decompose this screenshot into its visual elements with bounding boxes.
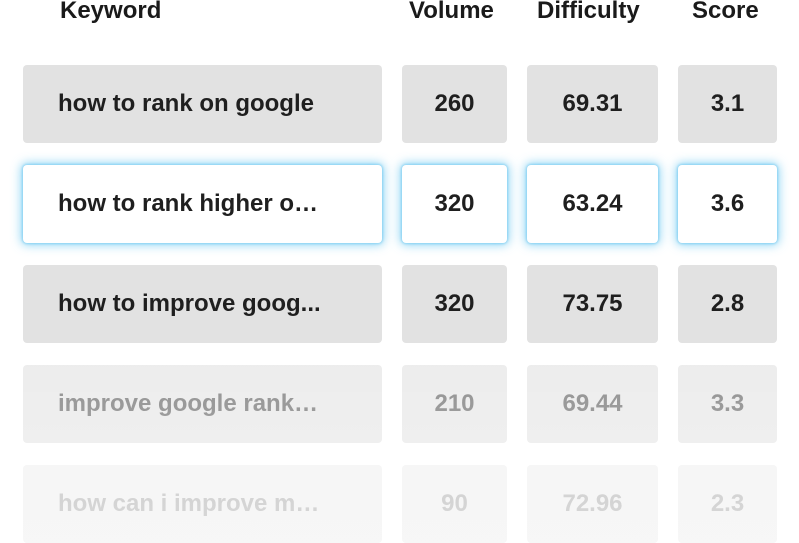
score-cell[interactable]: 2.3 — [678, 465, 777, 543]
difficulty-cell[interactable]: 73.75 — [527, 265, 658, 343]
volume-cell[interactable]: 90 — [402, 465, 507, 543]
volume-cell[interactable]: 260 — [402, 65, 507, 143]
keyword-cell[interactable]: improve google rank… — [23, 365, 382, 443]
table-row[interactable]: how to improve goog... 320 73.75 2.8 — [0, 265, 799, 343]
table-header: Keyword Volume Difficulty Score — [0, 0, 799, 30]
difficulty-cell[interactable]: 63.24 — [527, 165, 658, 243]
table-row[interactable]: improve google rank… 210 69.44 3.3 — [0, 365, 799, 443]
column-header-volume[interactable]: Volume — [409, 0, 494, 24]
volume-cell[interactable]: 320 — [402, 265, 507, 343]
keyword-cell[interactable]: how can i improve m… — [23, 465, 382, 543]
column-header-difficulty[interactable]: Difficulty — [537, 0, 640, 24]
table-row[interactable]: how to rank on google 260 69.31 3.1 — [0, 65, 799, 143]
score-cell[interactable]: 3.6 — [678, 165, 777, 243]
keyword-cell[interactable]: how to rank higher o… — [23, 165, 382, 243]
table-row[interactable]: how can i improve m… 90 72.96 2.3 — [0, 465, 799, 543]
keyword-cell[interactable]: how to rank on google — [23, 65, 382, 143]
volume-cell[interactable]: 210 — [402, 365, 507, 443]
keyword-cell[interactable]: how to improve goog... — [23, 265, 382, 343]
table-row-selected[interactable]: how to rank higher o… 320 63.24 3.6 — [0, 165, 799, 243]
score-cell[interactable]: 2.8 — [678, 265, 777, 343]
score-cell[interactable]: 3.3 — [678, 365, 777, 443]
difficulty-cell[interactable]: 69.44 — [527, 365, 658, 443]
column-header-keyword[interactable]: Keyword — [60, 0, 162, 24]
column-header-score[interactable]: Score — [692, 0, 759, 24]
score-cell[interactable]: 3.1 — [678, 65, 777, 143]
difficulty-cell[interactable]: 72.96 — [527, 465, 658, 543]
volume-cell[interactable]: 320 — [402, 165, 507, 243]
difficulty-cell[interactable]: 69.31 — [527, 65, 658, 143]
